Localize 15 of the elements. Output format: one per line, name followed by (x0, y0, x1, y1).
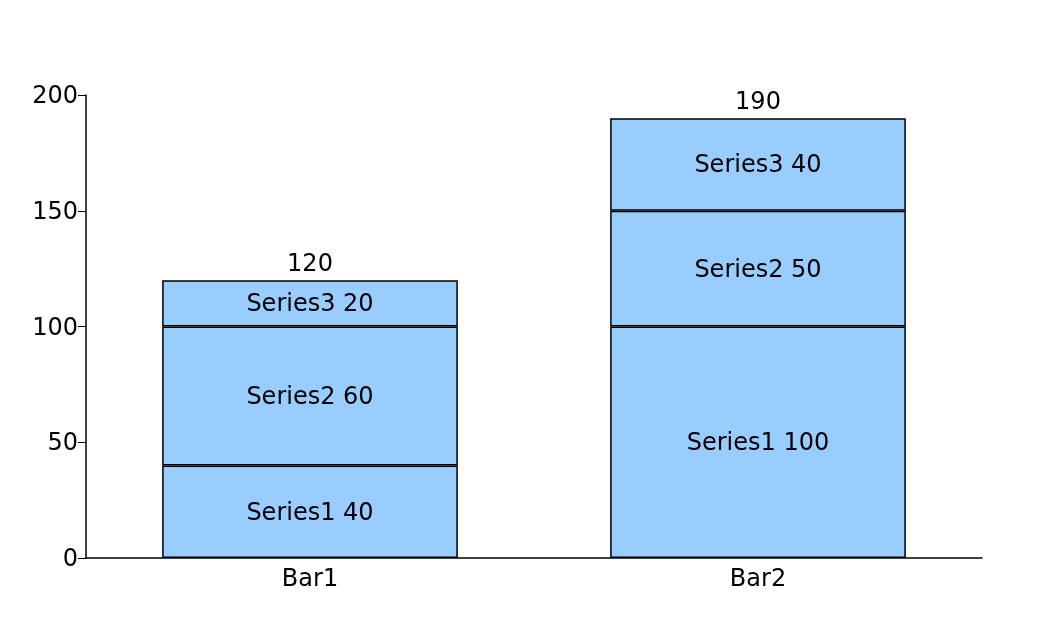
y-tick-label: 0 (62, 544, 78, 572)
data-label: Series1 100 (686, 428, 830, 457)
x-tick-label: Bar2 (729, 564, 787, 592)
x-tick-label: Bar1 (281, 564, 339, 592)
data-label: Series1 40 (246, 497, 374, 526)
data-label: Series2 60 (246, 381, 374, 410)
y-tick-label: 100 (32, 312, 78, 341)
y-tick-label: 150 (32, 196, 78, 225)
data-label: Series3 40 (694, 150, 822, 179)
data-label: Series2 50 (694, 254, 822, 283)
data-label: Series3 20 (246, 289, 374, 318)
y-tick-label: 50 (47, 428, 78, 457)
total-label: 190 (735, 87, 781, 116)
y-tick-label: 200 (32, 81, 78, 109)
total-label: 120 (287, 249, 333, 278)
